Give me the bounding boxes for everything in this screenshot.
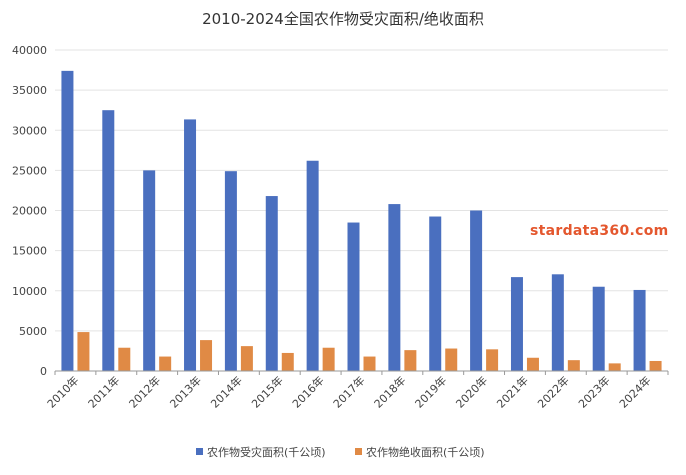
watermark: stardata360.com <box>530 223 669 239</box>
bar-affected-area <box>224 171 237 371</box>
bar-affected-area <box>306 160 319 371</box>
bar-failed-area <box>281 352 294 371</box>
bar-failed-area <box>404 350 417 371</box>
gridlines <box>55 49 668 372</box>
y-tick-label: 20000 <box>12 205 47 218</box>
x-tick-label: 2023年 <box>575 373 612 410</box>
bar-failed-area <box>200 340 213 371</box>
y-tick-label: 15000 <box>12 245 47 258</box>
y-tick-label: 0 <box>40 365 47 378</box>
legend-label-affected: 农作物受灾面积(千公顷) <box>207 445 326 459</box>
bar-affected-area <box>633 289 646 371</box>
x-tick-label: 2019年 <box>412 373 449 410</box>
x-tick-label: 2018年 <box>371 373 408 410</box>
bar-affected-area <box>265 196 278 371</box>
y-tick-label: 10000 <box>12 285 47 298</box>
x-tick-label: 2013年 <box>167 373 204 410</box>
bar-affected-area <box>429 216 442 371</box>
bar-failed-area <box>567 360 580 371</box>
bar-affected-area <box>143 170 156 371</box>
bar-affected-area <box>102 110 115 371</box>
bar-affected-area <box>388 204 401 371</box>
x-tick-label: 2016年 <box>289 373 326 410</box>
x-tick-label: 2020年 <box>453 373 490 410</box>
chart-title: 2010-2024全国农作物受灾面积/绝收面积 <box>202 10 484 28</box>
legend: 农作物受灾面积(千公顷) 农作物绝收面积(千公顷) <box>196 445 485 459</box>
bar-affected-area <box>470 210 483 371</box>
bar-affected-area <box>61 70 74 372</box>
legend-label-failed: 农作物绝收面积(千公顷) <box>366 445 485 459</box>
bar-affected-area <box>551 274 564 371</box>
bar-failed-area <box>77 332 90 371</box>
y-tick-label: 40000 <box>12 44 47 57</box>
bar-failed-area <box>486 349 499 371</box>
x-tick-label: 2015年 <box>248 373 285 410</box>
y-axis: 0 5000 10000 15000 20000 25000 30000 35000 40000 <box>12 44 47 378</box>
x-tick-label: 2010年 <box>44 373 81 410</box>
bar-affected-area <box>510 277 523 371</box>
y-tick-label: 35000 <box>12 84 47 97</box>
bar-affected-area <box>347 222 360 371</box>
x-tick-label: 2017年 <box>330 373 367 410</box>
x-tick-label: 2012年 <box>126 373 163 410</box>
bars <box>61 70 662 372</box>
y-tick-label: 5000 <box>19 325 47 338</box>
bar-failed-area <box>526 357 539 371</box>
bar-failed-area <box>118 347 131 371</box>
bar-affected-area <box>184 119 197 371</box>
x-tick-label: 2011年 <box>85 373 122 410</box>
bar-failed-area <box>322 347 335 371</box>
bar-failed-area <box>445 348 458 371</box>
bar-failed-area <box>159 356 172 371</box>
y-tick-label: 25000 <box>12 164 47 177</box>
bar-failed-area <box>608 363 621 371</box>
x-tick-label: 2014年 <box>208 373 245 410</box>
bar-failed-area <box>240 346 253 371</box>
x-axis: 2010年 2011年 2012年 2013年 2014年 2015年 2016年 2017年… <box>44 370 669 411</box>
legend-swatch-affected <box>196 448 203 455</box>
y-tick-label: 30000 <box>12 124 47 137</box>
x-tick-label: 2022年 <box>534 373 571 410</box>
bar-failed-area <box>363 356 376 371</box>
legend-swatch-failed <box>355 448 362 455</box>
bar-affected-area <box>592 286 605 371</box>
x-tick-label: 2021年 <box>494 373 531 410</box>
x-tick-label: 2024年 <box>616 373 653 410</box>
bar-failed-area <box>649 360 662 371</box>
